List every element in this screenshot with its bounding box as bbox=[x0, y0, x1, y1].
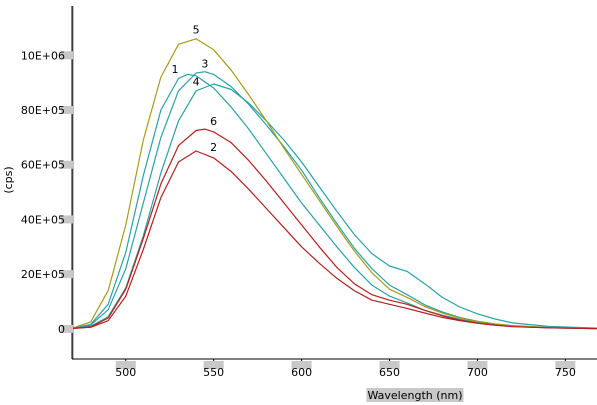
x-tick-label: 750 bbox=[555, 366, 576, 379]
x-tick-label: 650 bbox=[379, 366, 400, 379]
x-tick-label-bg bbox=[555, 361, 576, 369]
x-tick-label-bg bbox=[379, 361, 400, 369]
x-axis-label: Wavelength (nm) bbox=[367, 389, 462, 402]
series-line-2 bbox=[72, 150, 597, 330]
x-tick-label-bg bbox=[203, 361, 224, 369]
x-tick-label-bg bbox=[467, 361, 488, 369]
y-tick-label: 10E+06 bbox=[21, 49, 65, 62]
y-tick-label-bg bbox=[61, 51, 73, 60]
curve-label-2: 2 bbox=[210, 141, 217, 154]
y-tick-label-bg bbox=[61, 324, 73, 333]
y-tick-label-bg bbox=[61, 215, 73, 224]
series-line-6 bbox=[72, 128, 597, 330]
curve-label-5: 5 bbox=[193, 23, 200, 36]
y-tick-label-bg bbox=[61, 160, 73, 169]
series-line-4 bbox=[72, 83, 597, 329]
y-tick-label: 40E+05 bbox=[21, 213, 65, 226]
curve-label-3: 3 bbox=[201, 58, 208, 71]
x-tick-label: 500 bbox=[115, 366, 136, 379]
x-axis-label-bg bbox=[366, 388, 464, 402]
y-tick-label-bg bbox=[61, 270, 73, 279]
x-tick-label: 700 bbox=[467, 366, 488, 379]
series-line-1 bbox=[72, 73, 597, 329]
x-tick-label: 600 bbox=[291, 366, 312, 379]
x-tick-label: 550 bbox=[203, 366, 224, 379]
y-tick-label-bg bbox=[61, 105, 73, 114]
curve-label-6: 6 bbox=[210, 115, 217, 128]
y-tick-label: 80E+05 bbox=[21, 104, 65, 117]
axes: 0 20E+05 40E+05 60E+05 80E+05 10E+06 500 550 600… bbox=[21, 6, 597, 402]
x-tick-label-bg bbox=[291, 361, 312, 369]
series-group bbox=[72, 38, 597, 330]
y-tick-label: 0 bbox=[58, 323, 65, 336]
curve-label-4: 4 bbox=[193, 75, 200, 88]
x-tick-label-bg bbox=[115, 361, 136, 369]
y-tick-label: 60E+05 bbox=[21, 159, 65, 172]
series-line-5 bbox=[72, 38, 597, 329]
y-axis-label: (cps) bbox=[2, 166, 15, 193]
curve-label-1: 1 bbox=[171, 63, 178, 76]
annotations-group: 1 2 34 5 6 bbox=[171, 23, 217, 154]
y-tick-label: 20E+05 bbox=[21, 268, 65, 281]
